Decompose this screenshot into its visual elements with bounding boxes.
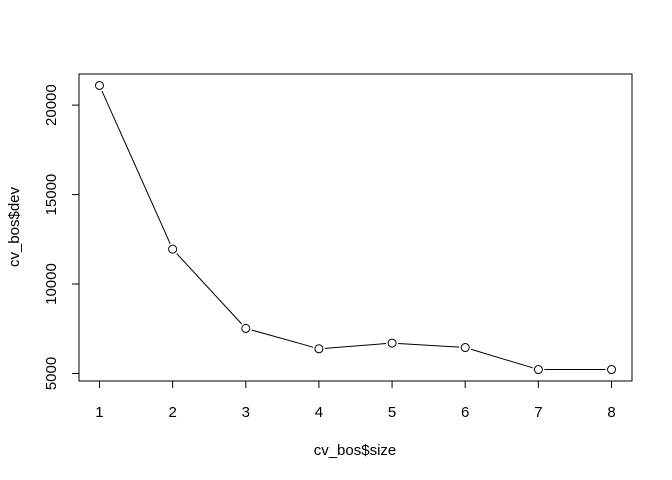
data-point bbox=[168, 244, 178, 254]
x-axis-label: cv_bos$size bbox=[314, 442, 397, 459]
y-tick-label: 5000 bbox=[43, 357, 60, 390]
x-tick-label: 7 bbox=[534, 404, 542, 421]
x-tick-label: 4 bbox=[315, 404, 323, 421]
x-tick-label: 6 bbox=[461, 404, 469, 421]
x-tick-label: 1 bbox=[95, 404, 103, 421]
x-tick-label: 2 bbox=[168, 404, 176, 421]
x-tick-label: 8 bbox=[607, 404, 615, 421]
data-point bbox=[607, 365, 617, 375]
plot-box bbox=[78, 73, 633, 382]
series-line-segment bbox=[176, 253, 243, 325]
y-tick-label: 10000 bbox=[43, 263, 60, 305]
x-tick-label: 3 bbox=[242, 404, 250, 421]
data-point bbox=[387, 338, 397, 348]
data-point bbox=[460, 343, 470, 353]
y-tick-label: 15000 bbox=[43, 174, 60, 216]
series-line-segment bbox=[398, 342, 460, 348]
data-point bbox=[314, 344, 324, 354]
x-tick-label: 5 bbox=[388, 404, 396, 421]
x-axis: 1 2 3 4 5 6 7 8 bbox=[95, 380, 616, 421]
data-point bbox=[241, 323, 251, 333]
data-point bbox=[94, 80, 104, 90]
series bbox=[94, 80, 617, 375]
series-line-segment bbox=[324, 343, 387, 349]
data-point bbox=[533, 365, 543, 375]
y-axis: 5000 10000 15000 20000 bbox=[43, 84, 80, 390]
y-axis-label: cv_bos$dev bbox=[6, 186, 23, 267]
y-tick-label: 20000 bbox=[43, 84, 60, 126]
series-line-segment bbox=[470, 348, 533, 369]
series-line-segment bbox=[251, 329, 314, 348]
series-line-segment bbox=[101, 90, 171, 244]
